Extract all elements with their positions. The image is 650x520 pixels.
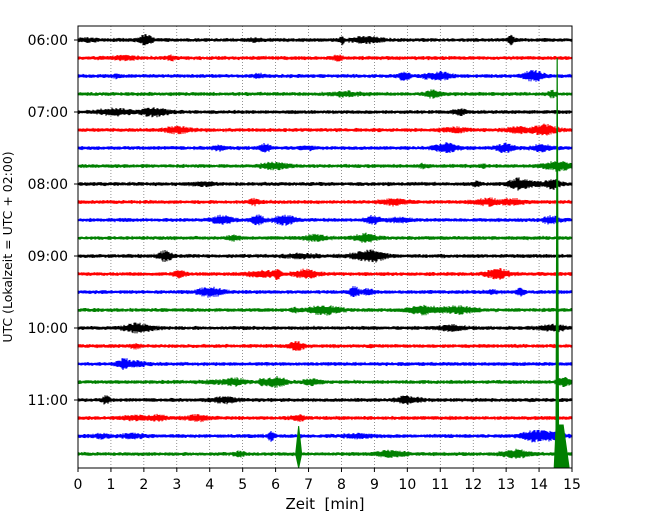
x-tick-label: 4 xyxy=(205,477,214,493)
trace-line xyxy=(77,358,573,370)
event-coda xyxy=(553,424,570,469)
x-axis-label: Zeit [min] xyxy=(285,495,364,513)
x-tick-label: 2 xyxy=(139,477,148,493)
trace-line xyxy=(77,304,573,316)
event-local-spike xyxy=(295,425,303,469)
trace-line xyxy=(77,268,573,280)
x-tick-label: 0 xyxy=(74,477,83,493)
trace-line xyxy=(77,429,573,443)
trace-line xyxy=(77,286,573,298)
trace-line xyxy=(77,197,573,207)
trace-line xyxy=(77,341,573,351)
x-tick-label: 13 xyxy=(497,477,515,493)
trace-layer xyxy=(77,34,573,459)
x-tick-label: 8 xyxy=(337,477,346,493)
trace-line xyxy=(77,142,573,153)
x-tick-label: 14 xyxy=(530,477,548,493)
trace-line xyxy=(77,413,573,423)
trace-line xyxy=(77,107,573,118)
x-tick-label: 10 xyxy=(398,477,416,493)
x-tick-label: 6 xyxy=(271,477,280,493)
event-layer xyxy=(295,57,570,469)
y-tick-label: 10:00 xyxy=(28,321,68,337)
plot-frame xyxy=(77,25,573,469)
x-tick-label: 12 xyxy=(464,477,482,493)
y-tick-label: 07:00 xyxy=(28,105,68,121)
x-tick-label: 5 xyxy=(238,477,247,493)
y-tick-label: 06:00 xyxy=(28,33,68,49)
x-tick-label: 1 xyxy=(106,477,115,493)
trace-line xyxy=(77,161,573,172)
trace-line xyxy=(77,232,573,243)
trace-line xyxy=(77,395,573,405)
trace-line xyxy=(77,123,573,136)
trace-line xyxy=(77,177,573,191)
y-axis: 06:00 07:00 08:00 09:00 10:00 11:00 xyxy=(28,33,78,409)
event-spike-main xyxy=(555,57,560,465)
trace-line xyxy=(77,249,573,263)
x-tick-label: 15 xyxy=(563,477,581,493)
y-tick-label: 09:00 xyxy=(28,249,68,265)
y-tick-label: 08:00 xyxy=(28,177,68,193)
y-axis-label: UTC (Lokalzeit = UTC + 02:00) xyxy=(0,151,15,342)
x-tick-label: 3 xyxy=(172,477,181,493)
trace-line xyxy=(77,34,573,46)
trace-line xyxy=(77,54,573,62)
x-tick-label: 9 xyxy=(370,477,379,493)
trace-line xyxy=(77,214,573,226)
trace-line xyxy=(77,448,573,459)
trace-line xyxy=(77,322,573,334)
trace-line xyxy=(77,89,573,99)
trace-line xyxy=(77,70,573,82)
y-tick-label: 11:00 xyxy=(28,393,68,409)
x-tick-label: 11 xyxy=(431,477,449,493)
x-tick-label: 7 xyxy=(304,477,313,493)
x-axis: 0 1 2 3 4 5 6 7 8 9 10 11 12 13 14 15 xyxy=(74,468,581,493)
trace-line xyxy=(77,376,573,388)
